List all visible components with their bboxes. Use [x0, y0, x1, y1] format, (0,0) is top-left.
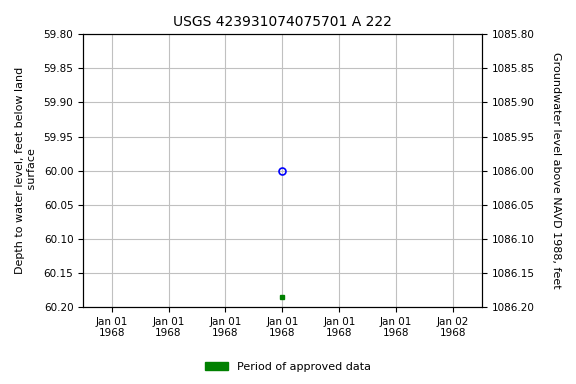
Legend: Period of approved data: Period of approved data [201, 358, 375, 377]
Y-axis label: Groundwater level above NAVD 1988, feet: Groundwater level above NAVD 1988, feet [551, 52, 561, 289]
Title: USGS 423931074075701 A 222: USGS 423931074075701 A 222 [173, 15, 392, 29]
Y-axis label: Depth to water level, feet below land
 surface: Depth to water level, feet below land su… [15, 67, 37, 274]
